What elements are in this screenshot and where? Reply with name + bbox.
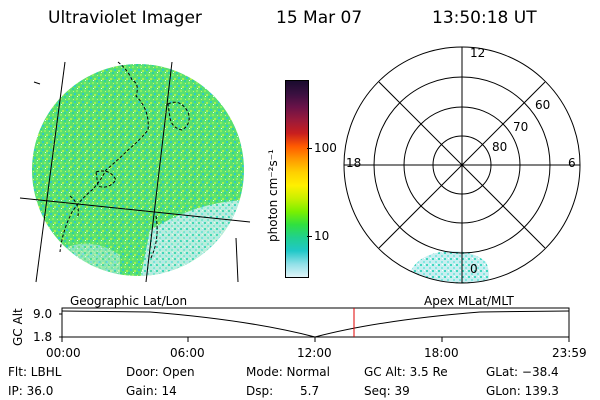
gc-alt-info: GC Alt: 3.5 Re — [364, 365, 448, 379]
y-tick-9: 9.0 — [33, 307, 53, 321]
colorbar-tickmark-100 — [307, 148, 312, 149]
lat-label-80: 80 — [492, 140, 508, 154]
date-label: 15 Mar 07 — [276, 8, 363, 28]
mlt-label-18: 18 — [346, 156, 362, 170]
lat-label-70: 70 — [513, 120, 529, 134]
mlt-label-12: 12 — [470, 46, 486, 60]
seq-info: Seq: 39 — [364, 384, 410, 398]
filter-info: Flt: LBHL — [8, 365, 62, 379]
colorbar-tick-10: 10 — [314, 229, 330, 243]
apex-label: Apex MLat/MLT — [424, 294, 514, 308]
mlt-label-6: 6 — [568, 156, 576, 170]
mlt-label-0: 0 — [470, 262, 478, 276]
ip-info: IP: 36.0 — [8, 384, 54, 398]
colorbar-tick-100: 100 — [314, 141, 337, 155]
dsp-value: 5.7 — [300, 384, 320, 398]
y-tick-1-8: 1.8 — [33, 330, 53, 344]
colorbar-tickmark-10 — [307, 236, 312, 237]
instrument-title: Ultraviolet Imager — [48, 8, 202, 28]
lat-label-60: 60 — [535, 98, 551, 112]
x-tick-2359: 23:59 — [552, 346, 587, 360]
x-tick-0600: 06:00 — [170, 346, 205, 360]
polar-plot — [343, 46, 581, 284]
glat-info: GLat: −38.4 — [486, 365, 559, 379]
glon-info: GLon: 139.3 — [486, 384, 559, 398]
x-tick-1800: 18:00 — [424, 346, 459, 360]
x-tick-0000: 00:00 — [46, 346, 81, 360]
time-label: 13:50:18 UT — [432, 8, 537, 28]
door-info: Door: Open — [126, 365, 195, 379]
mode-info: Mode: Normal — [246, 365, 330, 379]
color-bar — [285, 80, 309, 278]
dsp-label: Dsp: — [246, 384, 274, 398]
geographic-label: Geographic Lat/Lon — [70, 294, 188, 308]
gain-info: Gain: 14 — [126, 384, 177, 398]
x-tick-1200: 12:00 — [297, 346, 332, 360]
